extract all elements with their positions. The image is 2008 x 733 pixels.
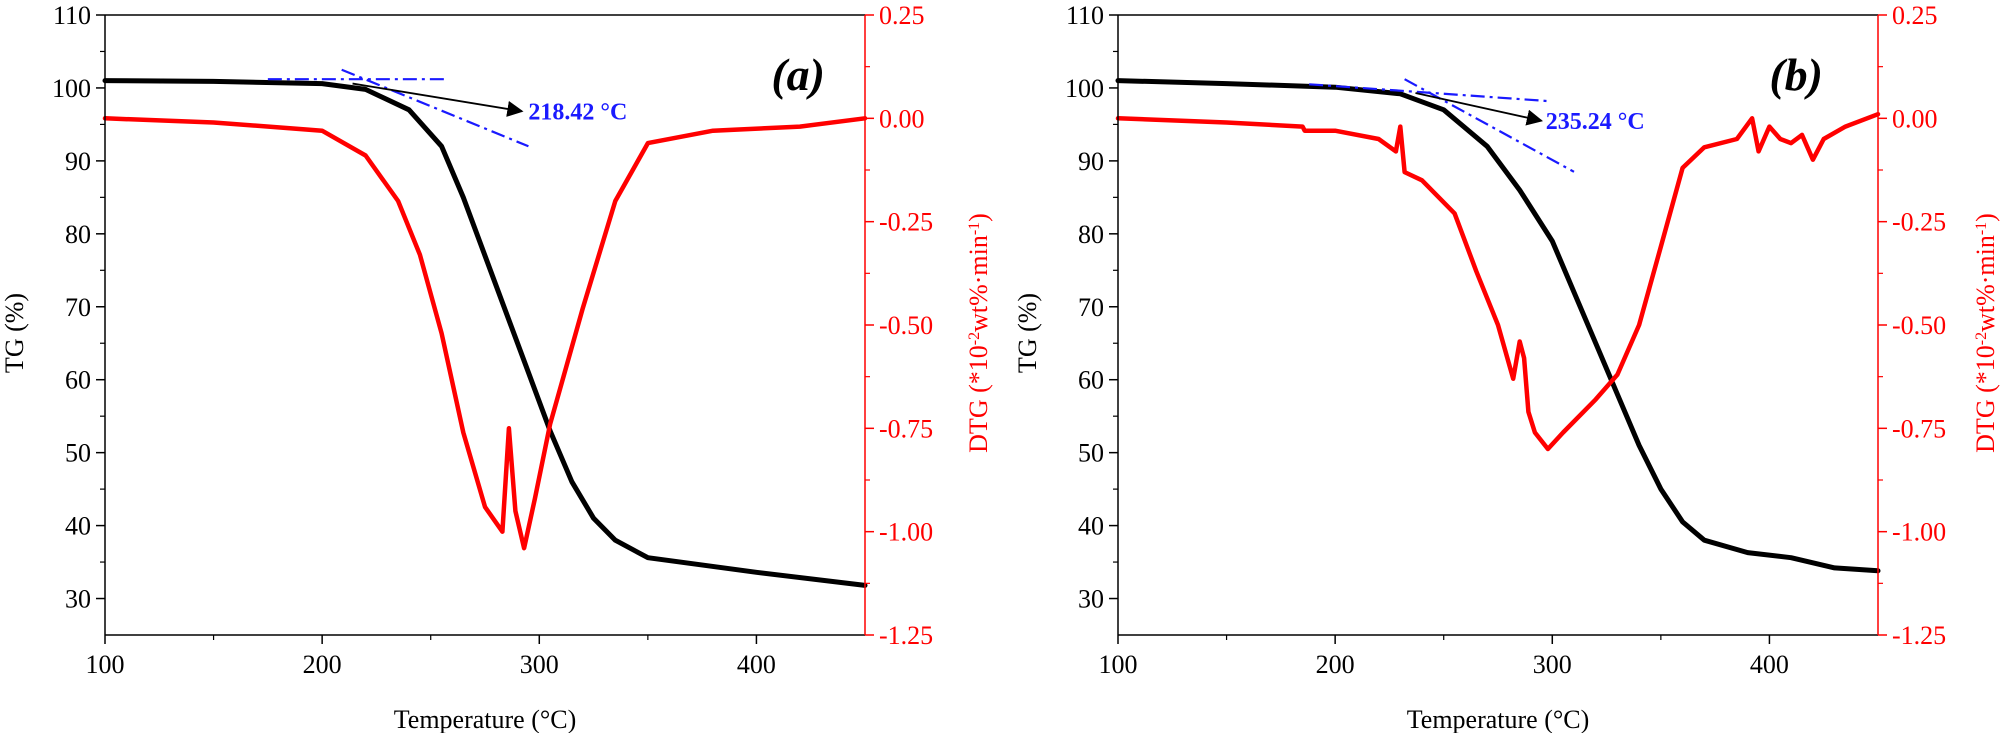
onset-tangent-line-2 (1404, 78, 1575, 173)
y-left-tick-label: 50 (1078, 439, 1104, 468)
panel-a: (a) 218.42 °C Temperature (°C) TG (%) DT… (0, 1, 993, 733)
y-left-tick-label: 110 (1066, 1, 1104, 30)
panel-label: (a) (771, 49, 825, 100)
y-axis-label-right: DTG (*10-2wt%·min-1) (1971, 213, 2000, 453)
y-right-tick-label: 0.25 (1892, 1, 1938, 30)
y-right-tick-label: 0.00 (879, 104, 925, 133)
y-left-tick-label: 100 (52, 74, 91, 103)
y-left-tick-label: 110 (53, 1, 91, 30)
onset-tangent-line-2 (341, 68, 529, 148)
y-right-tick-label: -1.25 (879, 621, 933, 650)
y-right-tick-label: -0.25 (879, 208, 933, 237)
x-tick-label: 100 (86, 650, 125, 679)
tg-series-line (1115, 78, 1881, 574)
y-left-tick-label: 80 (1078, 220, 1104, 249)
y-left-tick-label: 60 (65, 366, 91, 395)
onset-arrow (352, 82, 524, 117)
y-left-tick-label: 40 (65, 512, 91, 541)
onset-temperature-label: 218.42 °C (528, 99, 627, 125)
dtg-series-line (102, 116, 868, 551)
y-left-tick-label: 100 (1065, 74, 1104, 103)
x-tick-label: 300 (520, 650, 559, 679)
panel-label: (b) (1769, 49, 1823, 100)
x-tick-label: 200 (303, 650, 342, 679)
panel-b: (b) 235.24 °C Temperature (°C) TG (%) DT… (1013, 1, 2000, 733)
y-left-tick-label: 70 (1078, 293, 1104, 322)
y-left-tick-label: 80 (65, 220, 91, 249)
y-left-tick-label: 60 (1078, 366, 1104, 395)
x-axis-label: Temperature (°C) (1407, 705, 1590, 733)
onset-temperature-label: 235.24 °C (1546, 109, 1645, 135)
y-right-tick-label: -0.50 (879, 311, 933, 340)
y-right-tick-label: 0.25 (879, 1, 925, 30)
y-left-tick-label: 50 (65, 439, 91, 468)
tg-series-line (102, 78, 868, 588)
y-right-tick-label: -0.75 (879, 414, 933, 443)
dtg-series-line (1115, 111, 1881, 452)
y-right-tick-label: -0.75 (1892, 414, 1946, 443)
x-tick-label: 400 (737, 650, 776, 679)
x-tick-label: 100 (1099, 650, 1138, 679)
x-axis-label: Temperature (°C) (394, 705, 577, 733)
y-right-tick-label: -0.50 (1892, 311, 1946, 340)
y-right-tick-label: -1.00 (1892, 518, 1946, 547)
y-left-tick-label: 30 (1078, 585, 1104, 614)
y-axis-label-left: TG (%) (1013, 293, 1042, 373)
y-left-tick-label: 30 (65, 585, 91, 614)
y-left-tick-label: 90 (1078, 147, 1104, 176)
x-tick-label: 200 (1316, 650, 1355, 679)
y-right-tick-label: -0.25 (1892, 208, 1946, 237)
y-left-tick-label: 40 (1078, 512, 1104, 541)
y-axis-label-left: TG (%) (0, 293, 29, 373)
y-right-tick-label: -1.00 (879, 518, 933, 547)
y-right-tick-label: 0.00 (1892, 104, 1938, 133)
y-right-tick-label: -1.25 (1892, 621, 1946, 650)
x-tick-label: 300 (1533, 650, 1572, 679)
y-left-tick-label: 90 (65, 147, 91, 176)
onset-arrow (1415, 92, 1544, 126)
x-tick-label: 400 (1750, 650, 1789, 679)
y-left-tick-label: 70 (65, 293, 91, 322)
y-axis-label-right: DTG (*10-2wt%·min-1) (964, 213, 993, 453)
